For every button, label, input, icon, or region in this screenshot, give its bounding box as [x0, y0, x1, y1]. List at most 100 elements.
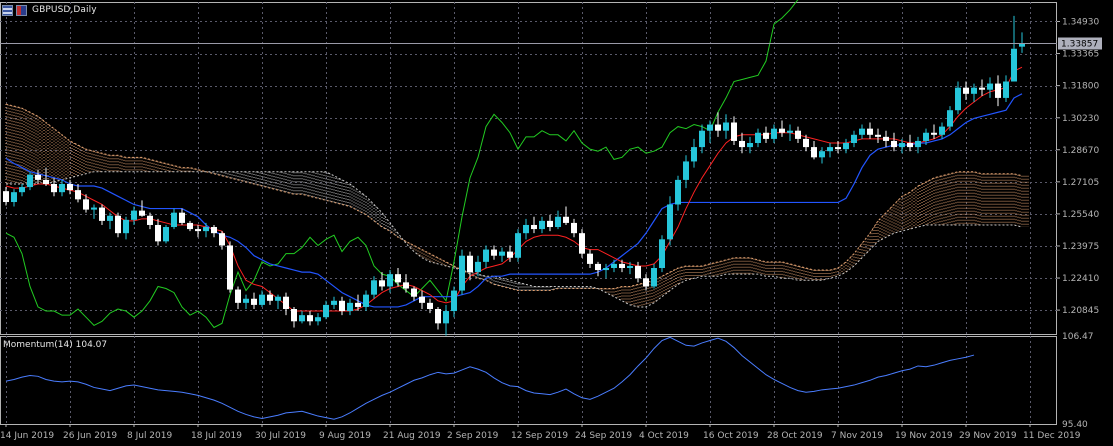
- candle-body: [915, 140, 921, 148]
- candle-body: [435, 308, 441, 324]
- x-tick-label: 24 Sep 2019: [575, 431, 632, 441]
- candle-body: [203, 227, 209, 232]
- candle-body: [83, 199, 89, 210]
- candle-body: [531, 224, 537, 230]
- candle-body: [131, 210, 137, 220]
- candle-body: [195, 229, 201, 232]
- main-panel-border: [0, 2, 1057, 335]
- candle-body: [427, 302, 433, 309]
- candle-body: [115, 215, 121, 234]
- candle-body: [355, 302, 361, 307]
- x-tick-label: 16 Oct 2019: [703, 431, 759, 441]
- candle-body: [539, 220, 545, 230]
- y-tick-label: 1.28670: [1062, 146, 1099, 156]
- candle-body: [211, 227, 217, 234]
- candle-body: [139, 210, 145, 216]
- momentum-line: [5, 336, 975, 420]
- candle-body: [483, 249, 489, 262]
- candle-body: [347, 302, 353, 312]
- candle-body: [243, 298, 249, 303]
- candle-body: [739, 140, 745, 148]
- y-tick-label: 1.22410: [1062, 274, 1099, 284]
- candle-body: [563, 216, 569, 223]
- candle-body: [411, 288, 417, 297]
- y-tick-label: 1.20845: [1062, 306, 1099, 316]
- x-tick-label: 18 Jul 2019: [191, 431, 242, 441]
- candle-body: [955, 87, 961, 111]
- candle-body: [587, 253, 593, 264]
- candle-body: [267, 294, 273, 301]
- candle-body: [859, 128, 865, 135]
- candle-body: [875, 134, 881, 137]
- candle-body: [595, 263, 601, 271]
- chart-header: GBPUSD,Daily: [2, 3, 97, 17]
- candle-body: [499, 251, 505, 256]
- senkou-span-a-line: [5, 103, 1023, 292]
- candle-body: [283, 296, 289, 309]
- ichimoku-cloud: [5, 104, 1029, 307]
- candle-body: [299, 315, 305, 322]
- list-icon[interactable]: [2, 4, 13, 16]
- candle-body: [459, 255, 465, 291]
- candle-body: [59, 183, 65, 193]
- candle-body: [907, 142, 913, 148]
- candle-body: [891, 140, 897, 148]
- candle-body: [251, 298, 257, 305]
- candle-body: [987, 83, 993, 90]
- candle-body: [259, 294, 265, 305]
- candle-body: [187, 222, 193, 230]
- candle-body: [603, 268, 609, 271]
- y-tick-label: 1.33365: [1062, 50, 1099, 60]
- candle-body: [715, 124, 721, 131]
- candle-body: [675, 179, 681, 205]
- candle-body: [291, 308, 297, 322]
- candle-body: [723, 122, 729, 131]
- candle-body: [699, 130, 705, 148]
- x-tick-label: 4 Oct 2019: [639, 431, 689, 441]
- candle-body: [475, 261, 481, 273]
- candle-body: [979, 87, 985, 90]
- momentum-label: Momentum(14) 104.07: [3, 340, 108, 350]
- candle-body: [811, 147, 817, 158]
- candle-body: [91, 207, 97, 210]
- candle-body: [651, 268, 657, 287]
- candle-body: [147, 215, 153, 225]
- candle-body: [379, 280, 385, 287]
- x-tick-label: 29 Nov 2019: [959, 431, 1017, 441]
- x-tick-label: 7 Nov 2019: [831, 431, 883, 441]
- candle-body: [387, 274, 393, 287]
- candle-body: [763, 132, 769, 139]
- candle-body: [219, 233, 225, 246]
- candle-body: [1019, 43, 1025, 47]
- candle-body: [1003, 81, 1009, 98]
- candle-body: [579, 233, 585, 254]
- candle-body: [931, 132, 937, 135]
- candle-body: [3, 191, 9, 203]
- current-price-label: 1.33857: [1061, 40, 1098, 50]
- candle-body: [403, 282, 409, 289]
- candle-body: [331, 300, 337, 305]
- candle-body: [371, 280, 377, 295]
- candle-body: [123, 219, 129, 234]
- candle-body: [939, 126, 945, 135]
- candle-body: [35, 174, 41, 180]
- candle-body: [747, 142, 753, 148]
- candle-body: [515, 233, 521, 258]
- candle-body: [923, 132, 929, 141]
- candle-body: [731, 122, 737, 141]
- y-tick-label: 1.34930: [1062, 17, 1099, 27]
- candle-body: [467, 255, 473, 273]
- candle-body: [971, 87, 977, 94]
- candle-body: [179, 212, 185, 223]
- candle-body: [787, 130, 793, 133]
- candle-body: [339, 300, 345, 312]
- candle-body: [755, 132, 761, 143]
- candle-body: [27, 174, 33, 188]
- candle-body: [571, 222, 577, 234]
- x-tick-label: 28 Oct 2019: [767, 431, 823, 441]
- flag-icon: [16, 4, 27, 16]
- candle-body: [363, 294, 369, 307]
- momentum-y-tick-label: 95.40: [1062, 420, 1088, 430]
- candle-body: [11, 192, 17, 203]
